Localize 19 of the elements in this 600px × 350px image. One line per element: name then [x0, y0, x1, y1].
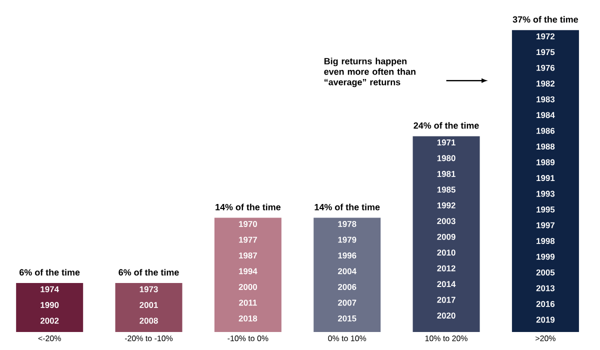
bar: [412, 136, 480, 332]
data-label: 6% of the time: [20, 268, 80, 276]
annotation: 1978 1979 1996 2004 2006 2007 2015: [338, 221, 356, 322]
annotation: Big returns happen even more often than “average” returns: [324, 58, 416, 88]
bar: [16, 283, 84, 332]
data-label: 6% of the time: [118, 268, 179, 276]
bar: [512, 30, 579, 332]
annotation: 1973 2001 2008: [140, 286, 158, 324]
data-label: 24% of the time: [414, 122, 479, 129]
annotation: 1970 1977 1987 1994 2000 2011 2018: [238, 221, 258, 322]
annotation: 1974 1990 2002: [40, 286, 59, 324]
bar: [214, 218, 282, 332]
text: 1972 1975 1976 1982 1983 1984 1986 1988 1989 1991 1993 1995 1997 1998 1999 2005 2013 2016 2019: [536, 33, 555, 323]
data-label: 14% of the time: [216, 204, 281, 210]
text: 1971 1980 1981 1985 1992 2003 2009 2010 2012 2014 2017 2020: [437, 139, 456, 319]
data-label: 37% of the time: [512, 16, 578, 23]
bar: [314, 218, 381, 332]
data-label: 14% of the time: [314, 204, 380, 210]
bar: [115, 283, 182, 332]
